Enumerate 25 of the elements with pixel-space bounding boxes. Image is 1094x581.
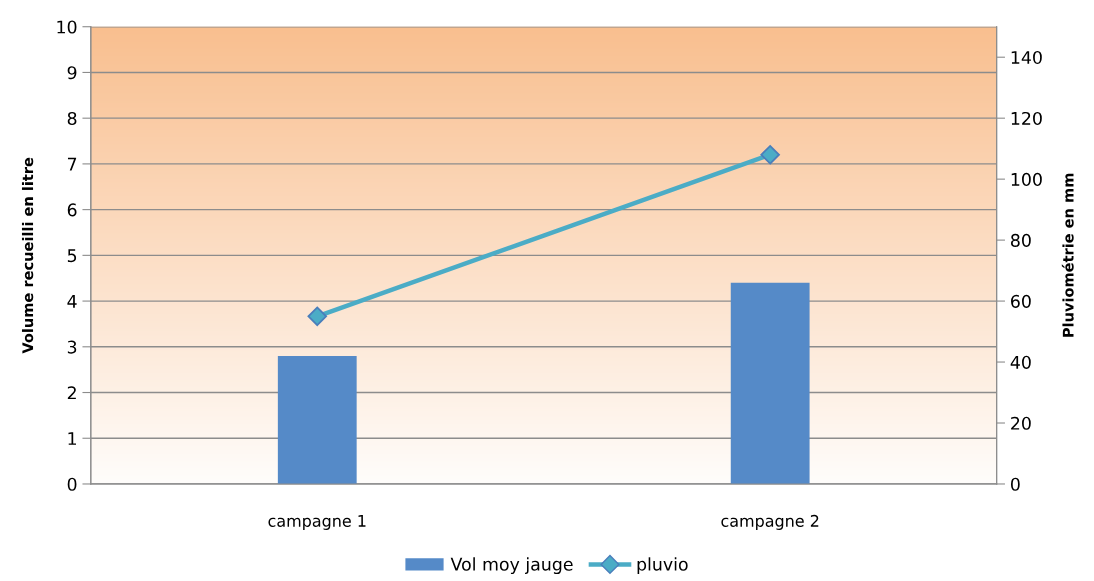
- y-tick-label: 4: [67, 295, 77, 308]
- y2-tick-label: 40: [1010, 355, 1031, 369]
- x-tick-label: campagne 2: [721, 514, 819, 530]
- y2-tick-label: 120: [1011, 111, 1042, 126]
- y2-tick-label: 80: [1011, 233, 1031, 247]
- y2-tick-label: 20: [1011, 416, 1031, 430]
- y-tick-label: 9: [67, 66, 77, 80]
- y-tick-label: 1: [68, 432, 76, 445]
- x-tick-label: campagne 1: [268, 515, 366, 530]
- y-tick-label: 8: [67, 111, 77, 126]
- y-tick-label: 3: [67, 340, 77, 354]
- y2-tick-label: 0: [1010, 477, 1020, 491]
- legend-label: pluvio: [637, 557, 688, 575]
- y2-tick-label: 140: [1011, 50, 1042, 65]
- y-tick-label: 6: [67, 203, 77, 217]
- y-tick-label: 10: [57, 20, 77, 34]
- y-tick-label: 5: [67, 249, 77, 263]
- y-tick-label: 7: [67, 157, 77, 171]
- legend-label: Vol moy jauge: [450, 557, 573, 575]
- y-tick-label: 2: [67, 386, 76, 400]
- y-axis-title: Volume recueilli en litre: [21, 157, 34, 354]
- y2-tick-label: 100: [1011, 172, 1042, 186]
- y2-tick-label: 60: [1011, 294, 1031, 308]
- y-tick-label: 0: [67, 477, 77, 491]
- y2-axis-title: Pluviométrie en mm: [1061, 173, 1074, 337]
